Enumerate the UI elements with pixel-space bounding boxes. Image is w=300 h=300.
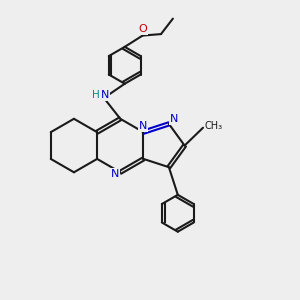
Text: N: N (101, 90, 110, 100)
Text: N: N (111, 169, 119, 179)
Text: CH₃: CH₃ (204, 121, 223, 131)
Text: H: H (92, 90, 100, 100)
Text: N: N (139, 121, 147, 130)
Text: N: N (170, 114, 178, 124)
Text: O: O (138, 24, 147, 34)
